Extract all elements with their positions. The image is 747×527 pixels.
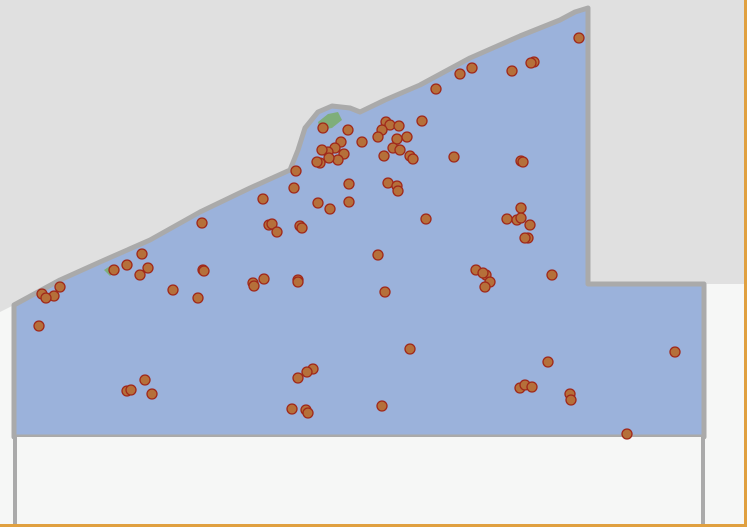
map-marker-88[interactable] xyxy=(669,346,681,358)
map-marker-64[interactable] xyxy=(108,264,120,276)
map-marker-57[interactable] xyxy=(271,226,283,238)
map-marker-30[interactable] xyxy=(378,150,390,162)
map-marker-35[interactable] xyxy=(517,156,529,168)
map-marker-37[interactable] xyxy=(343,178,355,190)
map-marker-8[interactable] xyxy=(416,115,428,127)
lake-area xyxy=(0,0,744,312)
map-marker-73[interactable] xyxy=(546,269,558,281)
map-marker-25[interactable] xyxy=(323,152,335,164)
map-marker-1[interactable] xyxy=(573,32,585,44)
map-marker-106[interactable] xyxy=(621,428,633,440)
map-marker-29[interactable] xyxy=(394,144,406,156)
map-marker-96[interactable] xyxy=(146,388,158,400)
map-marker-18[interactable] xyxy=(317,122,329,134)
map-marker-16[interactable] xyxy=(356,136,368,148)
map-marker-4[interactable] xyxy=(506,65,518,77)
map-marker-102[interactable] xyxy=(286,403,298,415)
map-marker-36[interactable] xyxy=(290,165,302,177)
map-marker-7[interactable] xyxy=(430,83,442,95)
map-marker-48[interactable] xyxy=(501,213,513,225)
map-marker-45[interactable] xyxy=(324,203,336,215)
map-marker-91[interactable] xyxy=(301,366,313,378)
map-marker-63[interactable] xyxy=(121,259,133,271)
map-marker-51[interactable] xyxy=(524,219,536,231)
map-marker-15[interactable] xyxy=(372,131,384,143)
map-marker-86[interactable] xyxy=(33,320,45,332)
map-marker-89[interactable] xyxy=(542,356,554,368)
map-marker-40[interactable] xyxy=(392,185,404,197)
map-marker-50[interactable] xyxy=(515,212,527,224)
map-marker-60[interactable] xyxy=(372,249,384,261)
map-marker-22[interactable] xyxy=(316,144,328,156)
map-marker-33[interactable] xyxy=(448,151,460,163)
map-marker-43[interactable] xyxy=(343,196,355,208)
map-marker-65[interactable] xyxy=(134,269,146,281)
map-marker-46[interactable] xyxy=(420,213,432,225)
map-marker-14[interactable] xyxy=(391,133,403,145)
map-marker-74[interactable] xyxy=(258,273,270,285)
map-marker-104[interactable] xyxy=(302,407,314,419)
map-marker-105[interactable] xyxy=(376,400,388,412)
map-marker-24[interactable] xyxy=(332,154,344,166)
map-marker-27[interactable] xyxy=(311,156,323,168)
map-marker-62[interactable] xyxy=(142,262,154,274)
map-marker-41[interactable] xyxy=(288,182,300,194)
map-marker-56[interactable] xyxy=(266,218,278,230)
map-marker-85[interactable] xyxy=(40,292,52,304)
region-polygon[interactable] xyxy=(11,5,707,440)
lower-land xyxy=(14,437,704,524)
map-marker-70[interactable] xyxy=(477,267,489,279)
map-marker-61[interactable] xyxy=(136,248,148,260)
map-marker-47[interactable] xyxy=(515,202,527,214)
map-marker-72[interactable] xyxy=(479,281,491,293)
map-marker-76[interactable] xyxy=(248,280,260,292)
map-marker-87[interactable] xyxy=(404,343,416,355)
map-marker-92[interactable] xyxy=(292,372,304,384)
map-marker-93[interactable] xyxy=(139,374,151,386)
map-marker-32[interactable] xyxy=(407,153,419,165)
map-marker-95[interactable] xyxy=(125,384,137,396)
map-marker-3[interactable] xyxy=(525,57,537,69)
map-marker-67[interactable] xyxy=(198,265,210,277)
map-marker-54[interactable] xyxy=(196,217,208,229)
map-marker-17[interactable] xyxy=(342,124,354,136)
map-marker-82[interactable] xyxy=(54,281,66,293)
map-marker-42[interactable] xyxy=(257,193,269,205)
map-marker-99[interactable] xyxy=(526,381,538,393)
map-marker-11[interactable] xyxy=(393,120,405,132)
map-marker-53[interactable] xyxy=(519,232,531,244)
map-marker-44[interactable] xyxy=(312,197,324,209)
map-marker-5[interactable] xyxy=(466,62,478,74)
map-marker-80[interactable] xyxy=(192,292,204,304)
map-marker-81[interactable] xyxy=(379,286,391,298)
map-marker-78[interactable] xyxy=(292,276,304,288)
map-marker-6[interactable] xyxy=(454,68,466,80)
map-marker-101[interactable] xyxy=(565,394,577,406)
map-marker-59[interactable] xyxy=(296,222,308,234)
map-marker-13[interactable] xyxy=(401,131,413,143)
map-marker-79[interactable] xyxy=(167,284,179,296)
marker-layer xyxy=(33,32,681,440)
